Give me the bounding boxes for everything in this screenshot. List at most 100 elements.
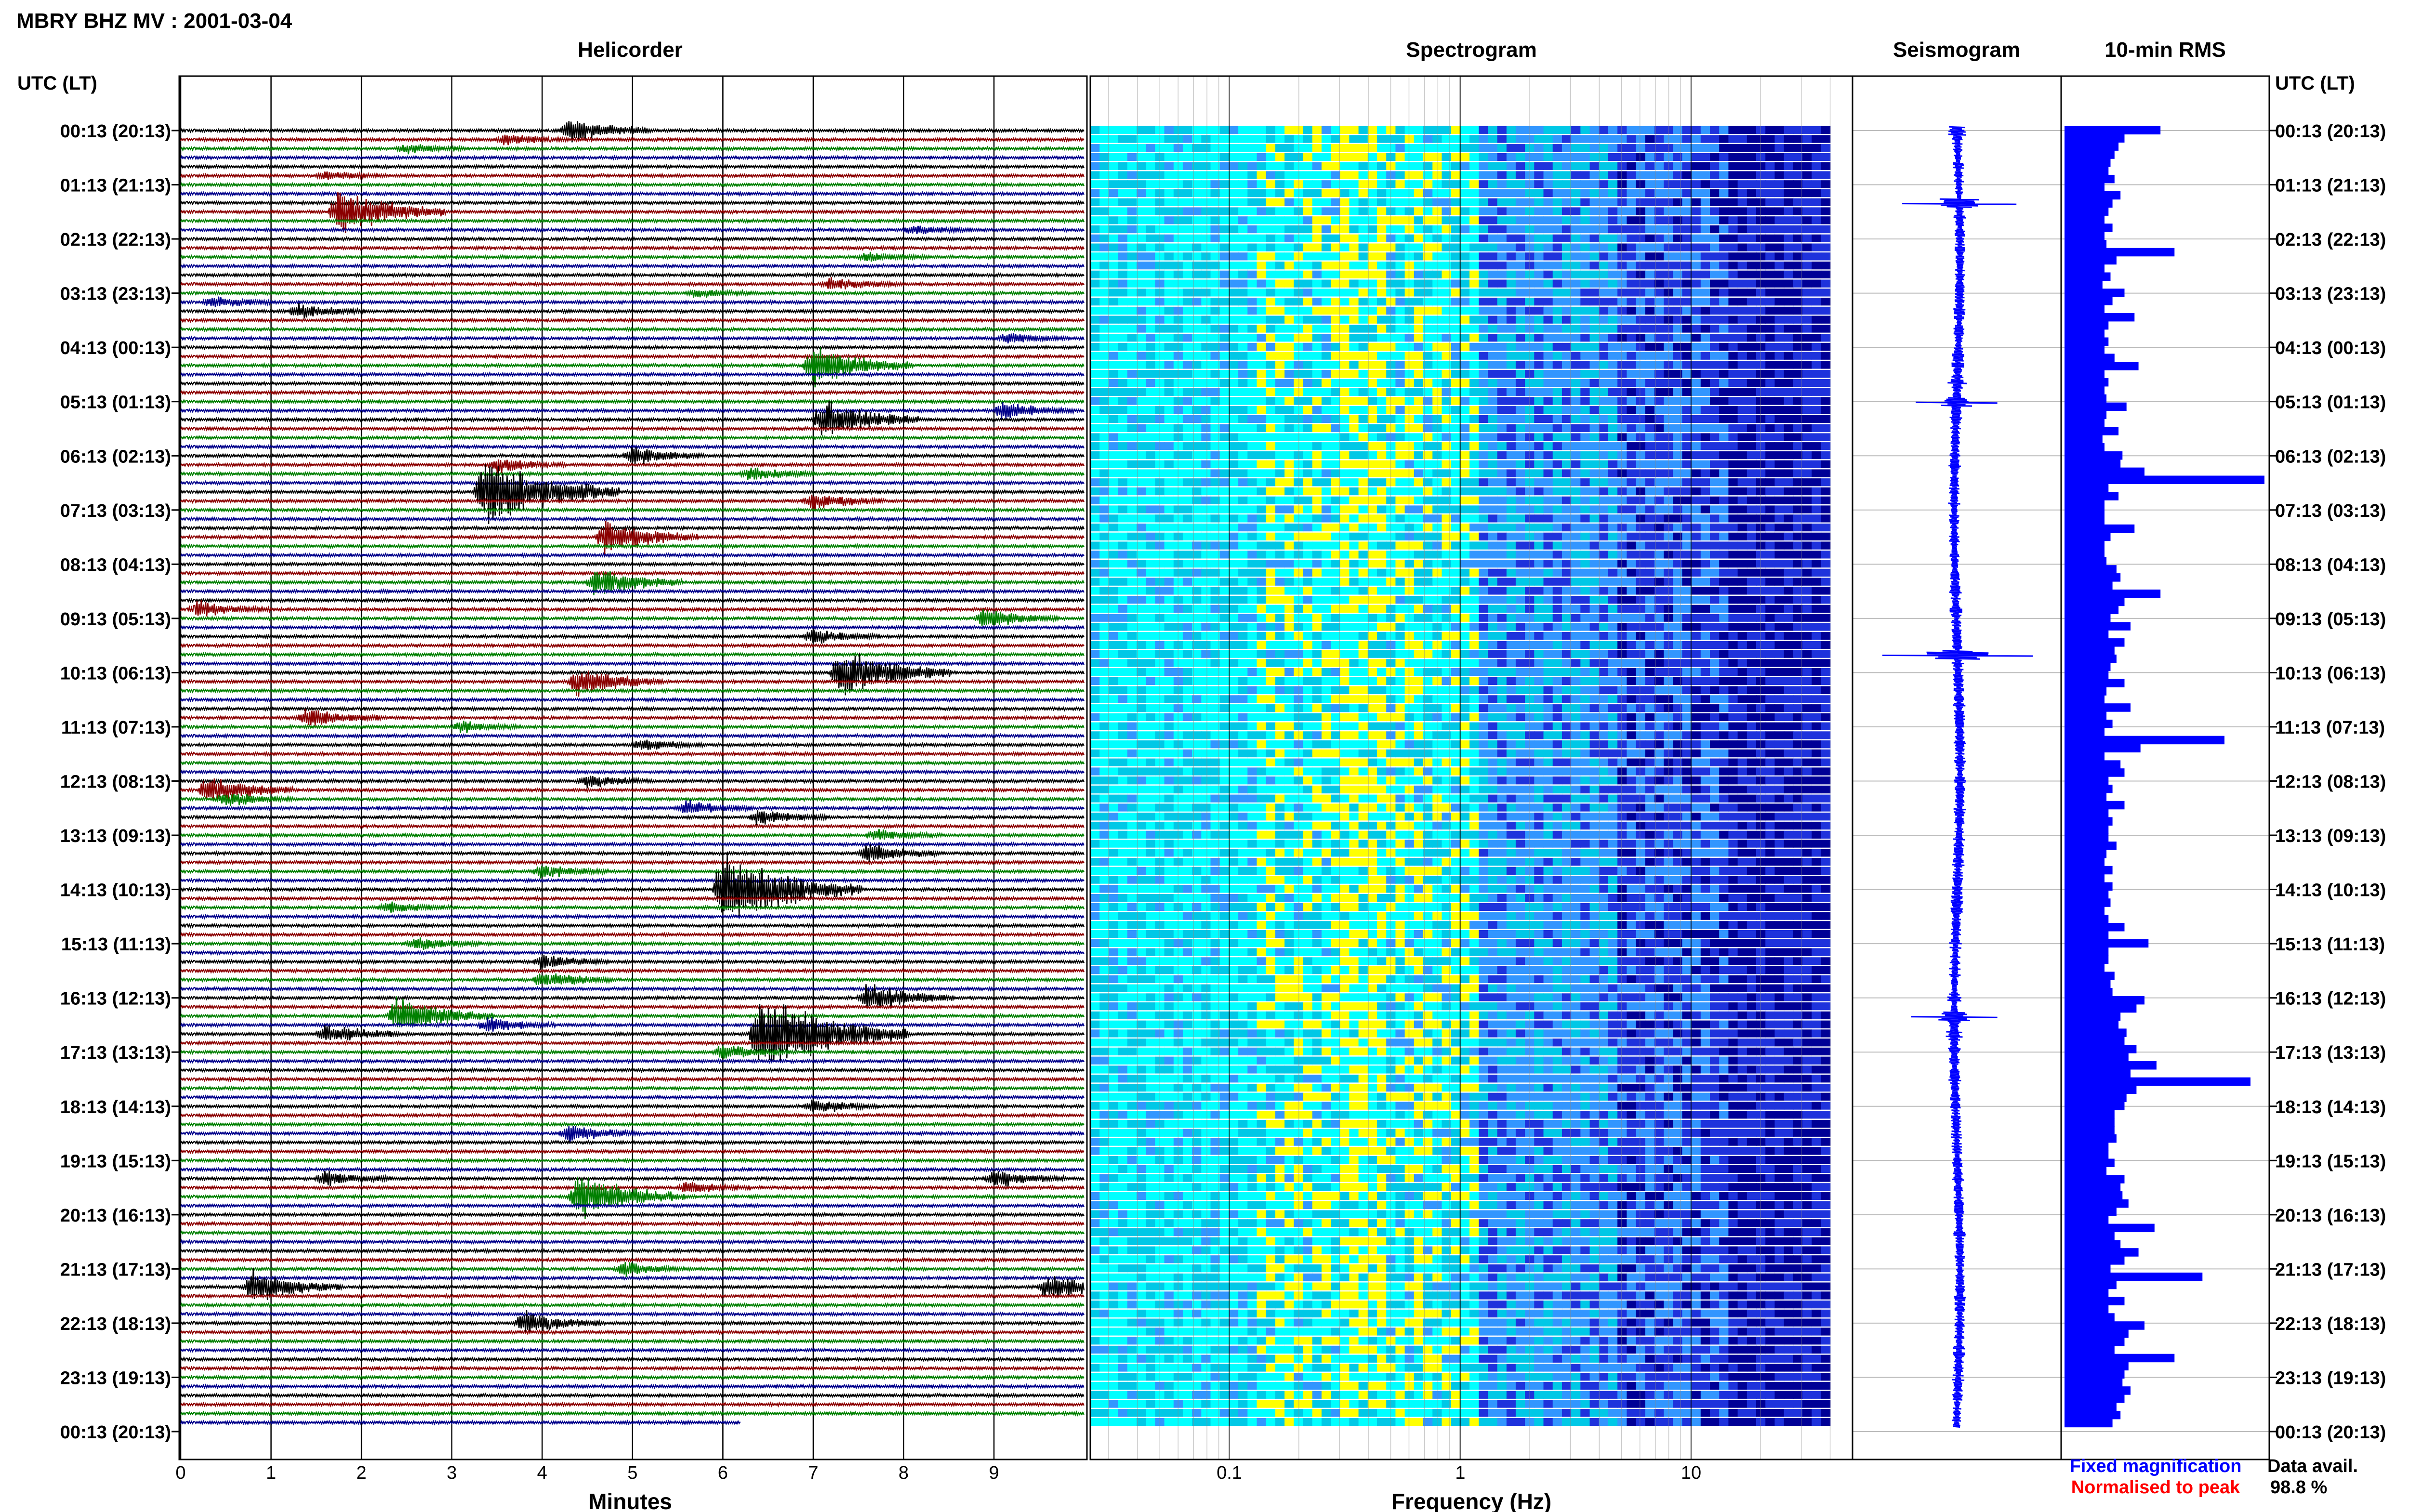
spectrogram-cell xyxy=(1479,153,1489,161)
spectrogram-cell xyxy=(1460,325,1470,333)
spectrogram-cell xyxy=(1747,451,1757,460)
spectrogram-cell xyxy=(1146,406,1156,414)
spectrogram-cell xyxy=(1257,306,1267,315)
helicorder-trace-row xyxy=(180,171,1085,181)
spectrogram-cell xyxy=(1210,406,1220,414)
helicorder-trace-row xyxy=(180,778,1085,802)
spectrogram-cell xyxy=(1719,397,1729,405)
spectrogram-cell xyxy=(1608,162,1618,170)
spectrogram-cell xyxy=(1201,243,1211,251)
spectrogram-cell xyxy=(1395,198,1405,206)
spectrogram-cell xyxy=(1627,234,1637,242)
helicorder-trace-row xyxy=(180,251,1085,262)
spectrogram-cell xyxy=(1784,306,1794,315)
spectrogram-cell xyxy=(1340,243,1350,251)
spectrogram-cell xyxy=(1182,514,1192,523)
spectrogram-cell xyxy=(1137,289,1146,297)
spectrogram-cell xyxy=(1774,415,1785,423)
spectrogram-cell xyxy=(1173,298,1183,306)
spectrogram-cell xyxy=(1821,252,1831,261)
spectrogram-cell xyxy=(1627,342,1637,351)
spectrogram-cell xyxy=(1377,243,1387,251)
spectrogram-cell xyxy=(1534,262,1544,270)
spectrogram-cell xyxy=(1525,180,1535,188)
spectrogram-cell xyxy=(1432,243,1443,251)
spectrogram-cell xyxy=(1515,514,1525,523)
spectrogram-cell xyxy=(1515,614,1525,622)
spectrogram-cell xyxy=(1451,144,1461,152)
spectrogram-cell xyxy=(1608,641,1618,649)
spectrogram-cell xyxy=(1404,289,1415,297)
spectrogram-cell xyxy=(1571,270,1581,278)
spectrogram-row xyxy=(1090,207,1831,215)
spectrogram-cell xyxy=(1146,605,1156,613)
spectrogram-cell xyxy=(1451,370,1461,378)
spectrogram-cell xyxy=(1432,487,1443,496)
spectrogram-cell xyxy=(1515,388,1525,396)
spectrogram-cell xyxy=(1192,207,1202,215)
spectrogram-cell xyxy=(1617,189,1628,197)
spectrogram-cell xyxy=(1109,415,1119,423)
spectrogram-cell xyxy=(1664,135,1674,143)
spectrogram-cell xyxy=(1534,541,1544,550)
spectrogram-cell xyxy=(1284,298,1295,306)
spectrogram-cell xyxy=(1774,614,1785,622)
spectrogram-cell xyxy=(1710,397,1720,405)
spectrogram-cell xyxy=(1700,171,1710,179)
spectrogram-cell xyxy=(1118,135,1128,143)
spectrogram-cell xyxy=(1312,460,1322,468)
helicorder-trace-row xyxy=(180,1293,1085,1300)
spectrogram-cell xyxy=(1257,641,1267,649)
spectrogram-cell xyxy=(1266,532,1276,540)
spectrogram-cell xyxy=(1700,370,1710,378)
spectrogram-cell xyxy=(1710,352,1720,360)
spectrogram-cell xyxy=(1219,433,1230,441)
spectrogram-cell xyxy=(1284,189,1295,197)
spectrogram-cell xyxy=(1691,496,1701,504)
spectrogram-cell xyxy=(1377,578,1387,586)
spectrogram-cell xyxy=(1479,126,1489,134)
spectrogram-cell xyxy=(1404,641,1415,649)
spectrogram-cell xyxy=(1728,262,1738,270)
spectrogram-cell xyxy=(1146,614,1156,622)
spectrogram-cell xyxy=(1284,388,1295,396)
spectrogram-cell xyxy=(1497,180,1507,188)
spectrogram-cell xyxy=(1654,551,1664,559)
spectrogram-cell xyxy=(1765,406,1775,414)
spectrogram-cell xyxy=(1127,514,1137,523)
spectrogram-cell xyxy=(1812,514,1822,523)
spectrogram-cell xyxy=(1321,216,1331,224)
spectrogram-cell xyxy=(1645,352,1655,360)
spectrogram-cell xyxy=(1404,433,1415,441)
spectrogram-cell xyxy=(1691,234,1701,242)
spectrogram-cell xyxy=(1266,243,1276,251)
helicorder-trace-row xyxy=(180,561,1085,567)
spectrogram-cell xyxy=(1691,153,1701,161)
spectrogram-cell xyxy=(1700,189,1710,197)
spectrogram-cell xyxy=(1479,451,1489,460)
spectrogram-cell xyxy=(1127,207,1137,215)
spectrogram-cell xyxy=(1460,659,1470,667)
spectrogram-cell xyxy=(1562,325,1572,333)
spectrogram-cell xyxy=(1700,641,1710,649)
spectrogram-cell xyxy=(1219,650,1230,658)
spectrogram-cell xyxy=(1367,352,1377,360)
spectrogram-cell xyxy=(1182,234,1192,242)
spectrogram-cell xyxy=(1257,144,1267,152)
helicorder-trace-row xyxy=(180,570,1085,577)
spectrogram-cell xyxy=(1182,325,1192,333)
spectrogram-cell xyxy=(1821,424,1831,432)
spectrogram-cell xyxy=(1682,614,1692,622)
spectrogram-cell xyxy=(1700,198,1710,206)
spectrogram-cell xyxy=(1414,460,1424,468)
spectrogram-cell xyxy=(1812,334,1822,342)
spectrogram-cell xyxy=(1719,325,1729,333)
spectrogram-cell xyxy=(1173,262,1183,270)
spectrogram-cell xyxy=(1182,306,1192,315)
spectrogram-cell xyxy=(1784,551,1794,559)
spectrogram-cell xyxy=(1137,587,1146,595)
spectrogram-cell xyxy=(1589,632,1600,640)
spectrogram-cell xyxy=(1118,487,1128,496)
spectrogram-cell xyxy=(1802,252,1812,261)
spectrogram-cell xyxy=(1525,424,1535,432)
